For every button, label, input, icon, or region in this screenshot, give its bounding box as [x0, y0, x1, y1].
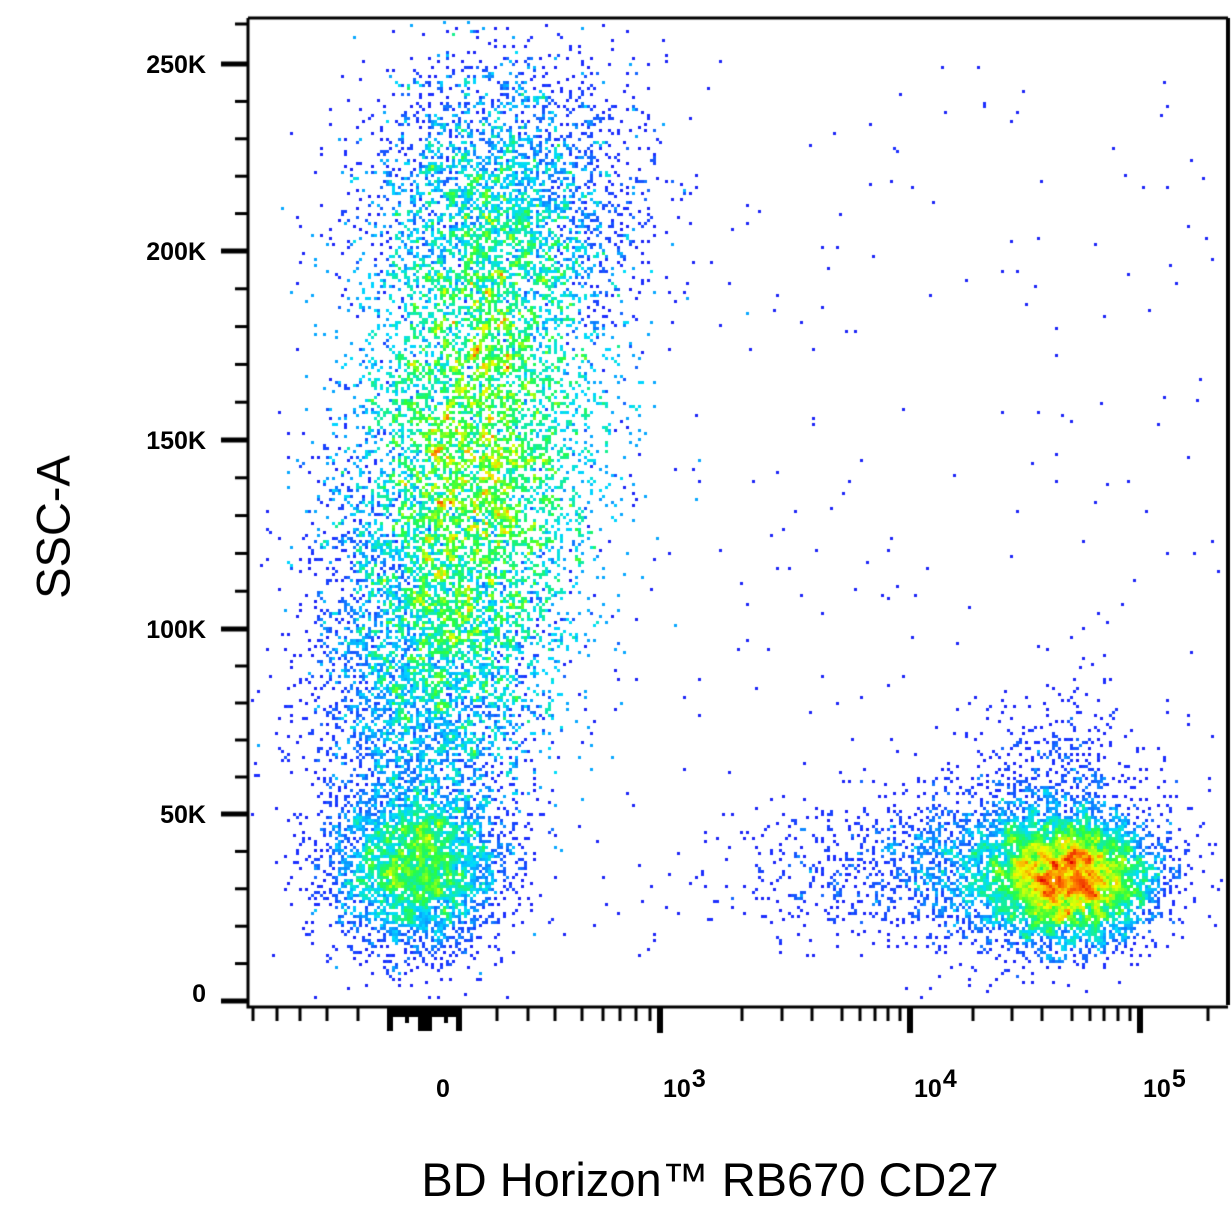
x-tick-label-1e4: 104 — [914, 1065, 957, 1103]
x-tick-label-1e5: 105 — [1143, 1065, 1186, 1103]
x-tick-label-1e3: 103 — [663, 1065, 706, 1103]
x-axis-title: BD Horizon™ RB670 CD27 — [421, 1153, 999, 1206]
y-axis-title: SSC-A — [26, 455, 80, 599]
x-tick-label-0: 0 — [436, 1075, 450, 1103]
y-tick-label-50k: 50K — [160, 801, 206, 829]
y-tick-label-150k: 150K — [146, 427, 206, 455]
y-tick-label-250k: 250K — [146, 51, 206, 79]
y-tick-label-200k: 200K — [146, 238, 206, 266]
y-tick-label-100k: 100K — [146, 616, 206, 644]
y-tick-label-0: 0 — [192, 980, 206, 1008]
